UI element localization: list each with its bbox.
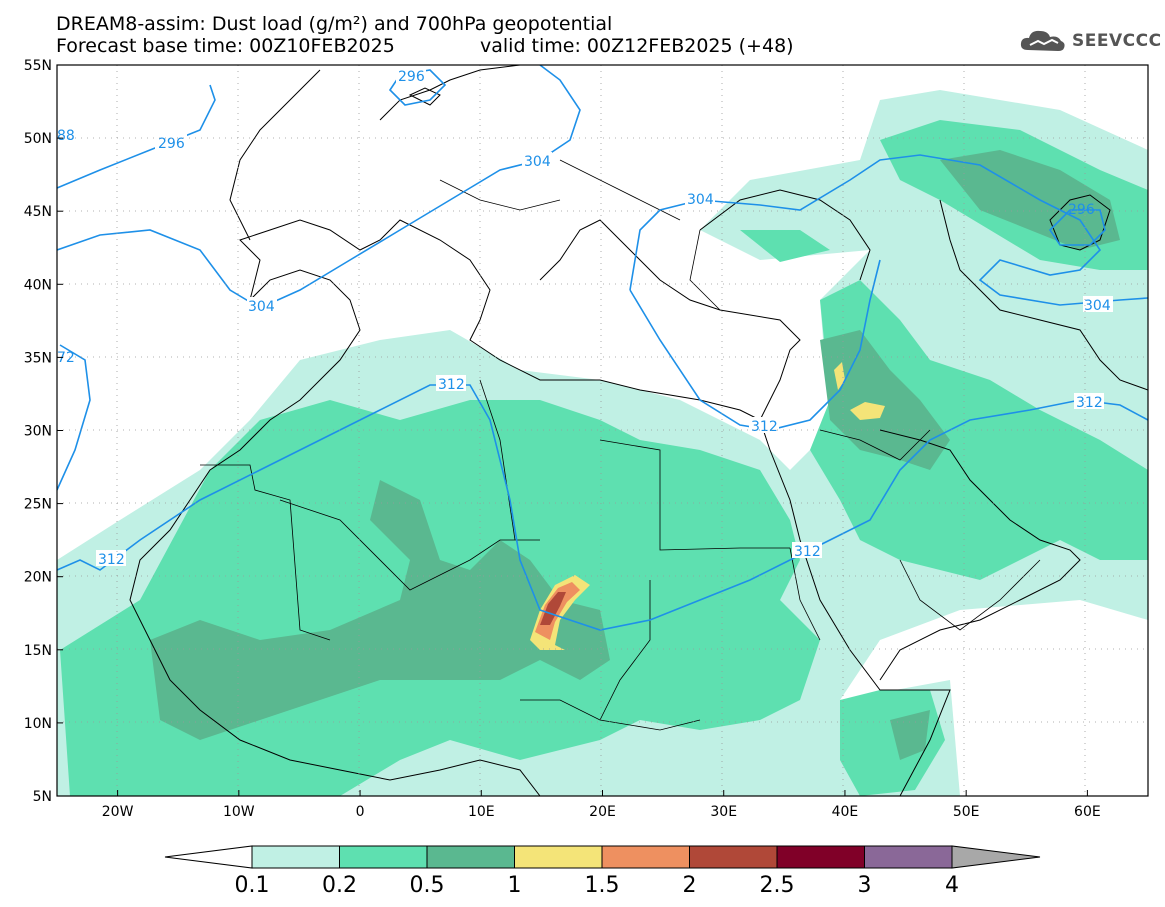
contour-labels: 296 296 304 304 304 304 312 312 312 312 …: [57, 68, 1113, 568]
contour-label: 304: [1084, 298, 1111, 314]
contour-label: 296: [158, 136, 185, 152]
colorbar-label: 1.5: [584, 873, 620, 898]
contour-label: 296: [1068, 202, 1095, 218]
colorbar-over-triangle: [951, 845, 1041, 869]
lon-axis: 20W 10W 0 10E 20E 30E 40E 50E 60E: [102, 790, 1101, 820]
lat-tick-label: 50N: [24, 131, 52, 147]
contour-label: 72: [57, 350, 75, 366]
lat-tick-label: 20N: [24, 570, 52, 586]
lat-tick-label: 55N: [24, 58, 52, 74]
colorbar-swatch: [864, 845, 953, 869]
colorbar-label: 2.5: [759, 873, 795, 898]
lon-tick-label: 60E: [1074, 804, 1101, 820]
colorbar-label: 0.2: [322, 873, 357, 898]
lat-tick-label: 10N: [24, 716, 52, 732]
lon-tick-label: 20E: [589, 804, 616, 820]
lat-tick-label: 45N: [24, 204, 52, 220]
colorbar-swatch: [339, 845, 428, 869]
contour-label: 312: [438, 377, 465, 393]
lat-tick-label: 30N: [24, 424, 52, 440]
lon-tick-label: 10W: [223, 804, 255, 820]
colorbar-under-triangle: [164, 845, 253, 869]
colorbar-swatch: [601, 845, 690, 869]
chart-title: DREAM8-assim: Dust load (g/m²) and 700hP…: [56, 13, 613, 35]
colorbar-label: 0.5: [409, 873, 445, 898]
contour-label: 312: [1076, 395, 1103, 411]
logo-text: SEEVCCC: [1072, 31, 1162, 51]
lat-tick-label: 40N: [24, 277, 52, 293]
colorbar-swatch: [251, 845, 340, 869]
colorbar-label: 1: [507, 873, 522, 898]
lat-tick-label: 5N: [33, 789, 52, 805]
colorbar-label: 4: [945, 873, 959, 898]
seevccc-logo: SEEVCCC: [1018, 26, 1162, 56]
lat-tick-label: 35N: [24, 350, 52, 366]
lon-tick-label: 40E: [832, 804, 859, 820]
colorbar-label: 2: [682, 873, 697, 898]
colorbar-swatch: [426, 845, 515, 869]
borders: [200, 159, 1041, 731]
contour-label: 312: [794, 544, 821, 560]
contour-label: 88: [57, 128, 75, 144]
contour-label: 304: [524, 154, 551, 170]
colorbar-swatch: [776, 845, 865, 869]
contour-label: 296: [398, 69, 425, 85]
contour-label: 312: [751, 419, 778, 435]
colorbar: [164, 845, 1041, 869]
contour-label: 304: [687, 192, 714, 208]
cloud-icon: [1020, 30, 1065, 51]
contour-label: 304: [248, 299, 275, 315]
coastlines: [129, 65, 1148, 796]
dust-fields: [57, 90, 1148, 796]
lon-tick-label: 20W: [102, 804, 134, 820]
valid-time: valid time: 00Z12FEB2025 (+48): [480, 35, 794, 57]
colorbar-label: 0.1: [234, 873, 270, 898]
colorbar-swatch: [689, 845, 778, 869]
lat-tick-label: 15N: [24, 643, 52, 659]
lon-tick-label: 50E: [953, 804, 980, 820]
contour-label: 312: [98, 552, 125, 568]
lon-tick-label: 10E: [468, 804, 495, 820]
colorbar-label: 3: [857, 873, 872, 898]
lat-axis: 55N 50N 45N 40N 35N 30N 25N 20N 15N 10N 5N: [24, 58, 63, 805]
geopotential-contours: [57, 65, 1148, 631]
lat-tick-label: 25N: [24, 497, 52, 513]
forecast-base-time: Forecast base time: 00Z10FEB2025: [56, 35, 395, 57]
colorbar-swatch: [514, 845, 603, 869]
lon-tick-label: 0: [356, 804, 365, 820]
lon-tick-label: 30E: [710, 804, 737, 820]
